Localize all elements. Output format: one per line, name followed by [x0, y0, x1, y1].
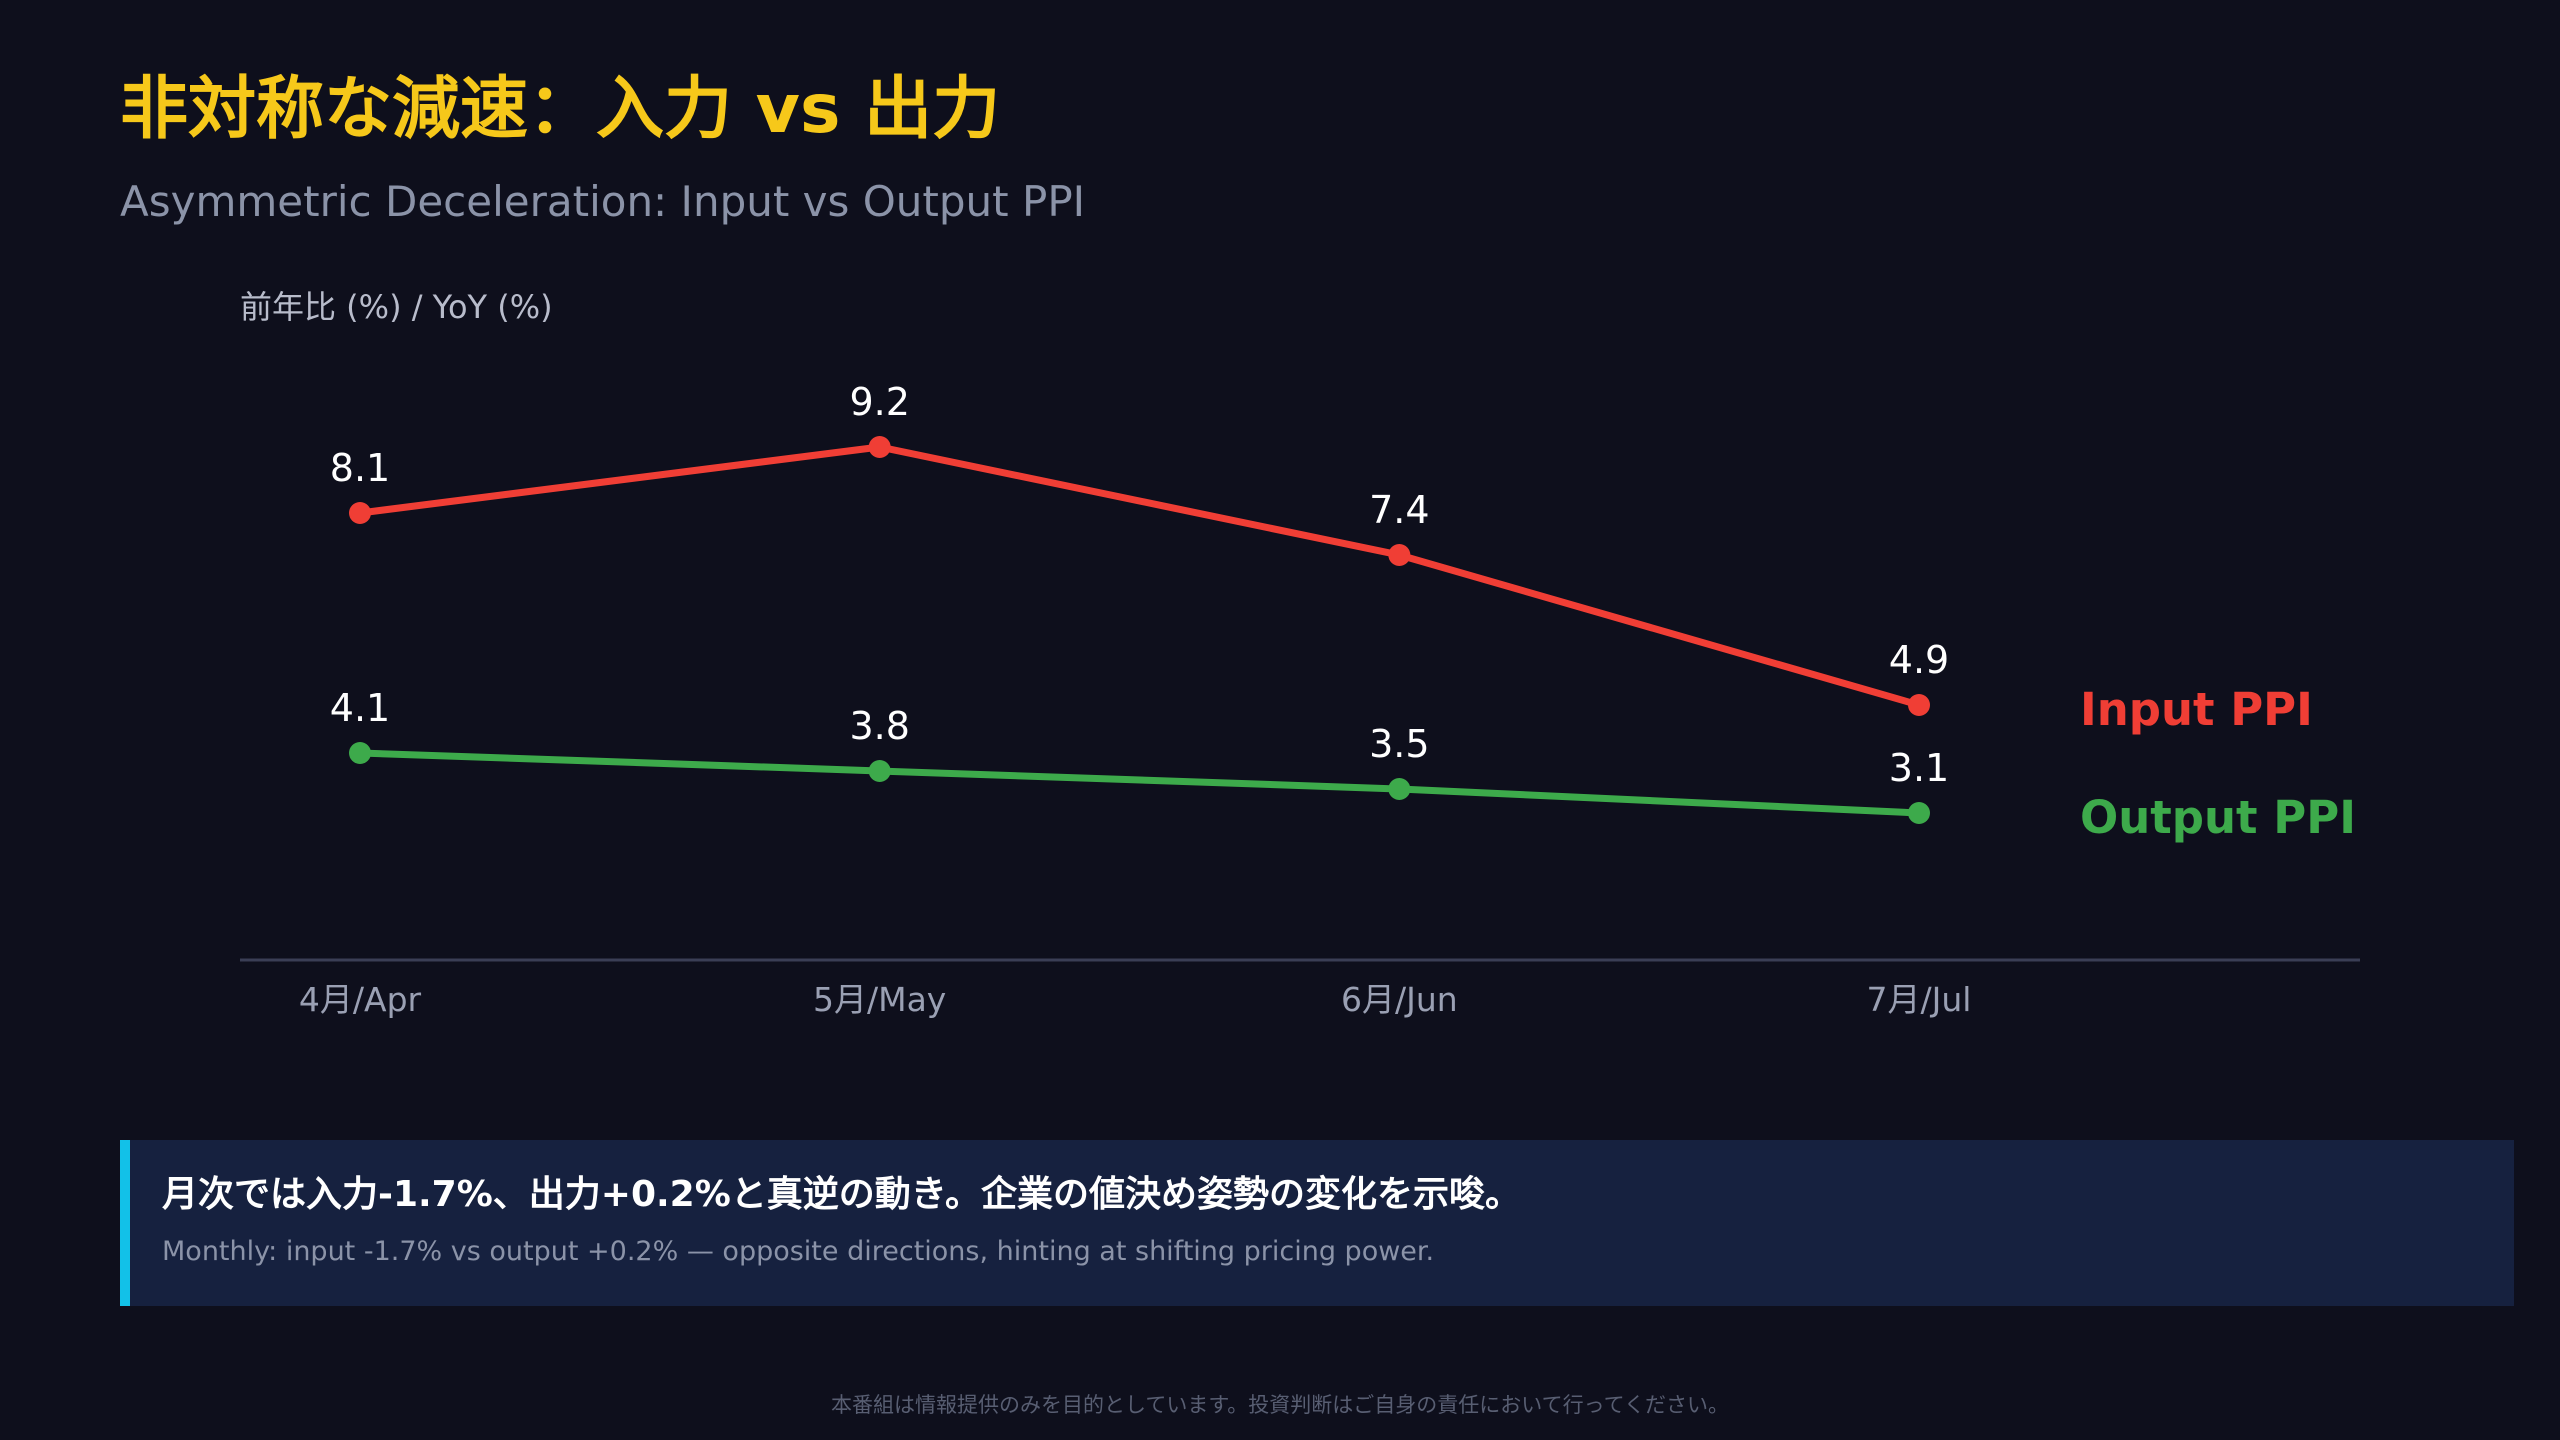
page-title: 非対称な減速：入力 vs 出力 — [120, 70, 1001, 149]
series-layer — [349, 436, 1930, 824]
data-point — [1388, 544, 1411, 566]
data-point — [1908, 802, 1930, 824]
data-point — [868, 760, 891, 782]
callout-main-text: 月次では入力-1.7%、出力+0.2%と真逆の動き。企業の値決め姿勢の変化を示唆… — [162, 1174, 1521, 1215]
x-tick-label: 4月/Apr — [299, 980, 422, 1019]
legend-label: Input PPI — [2080, 683, 2313, 736]
data-label: 4.1 — [330, 686, 390, 730]
line-chart: 前年比 (%) / YoY (%) 4月/Apr 5月/May 6月/Jun 7月/J… — [240, 288, 2360, 1019]
data-label: 3.5 — [1369, 722, 1429, 766]
x-tick-label: 6月/Jun — [1341, 980, 1458, 1019]
legend-label: Output PPI — [2080, 791, 2356, 844]
data-point — [349, 742, 371, 764]
data-label: 9.2 — [849, 380, 909, 424]
page-subtitle: Asymmetric Deceleration: Input vs Output… — [120, 177, 1086, 226]
callout-sub-text: Monthly: input -1.7% vs output +0.2% — o… — [162, 1236, 1435, 1267]
series-line — [356, 443, 1923, 709]
data-point — [349, 502, 371, 524]
data-label: 4.9 — [1889, 638, 1949, 682]
data-point — [868, 436, 891, 458]
x-tick-label: 7月/Jul — [1867, 980, 1972, 1019]
data-label: 3.1 — [1889, 746, 1949, 790]
disclaimer: 本番組は情報提供のみを目的としています。投資判断はご自身の責任において行ってくだ… — [831, 1393, 1729, 1417]
data-point — [1908, 694, 1930, 716]
y-axis-label: 前年比 (%) / YoY (%) — [240, 288, 553, 326]
data-label: 8.1 — [330, 446, 390, 490]
data-label: 3.8 — [849, 704, 909, 748]
series-line — [356, 749, 1923, 817]
label-layer: 4月/Apr 5月/May 6月/Jun 7月/Jul 8.1 9.2 7.4 4.9 Inpu… — [299, 380, 2356, 1019]
data-point — [1388, 778, 1411, 800]
data-label: 7.4 — [1369, 488, 1429, 532]
insight-callout: 月次では入力-1.7%、出力+0.2%と真逆の動き。企業の値決め姿勢の変化を示唆… — [120, 1140, 2514, 1306]
x-tick-label: 5月/May — [813, 980, 946, 1019]
